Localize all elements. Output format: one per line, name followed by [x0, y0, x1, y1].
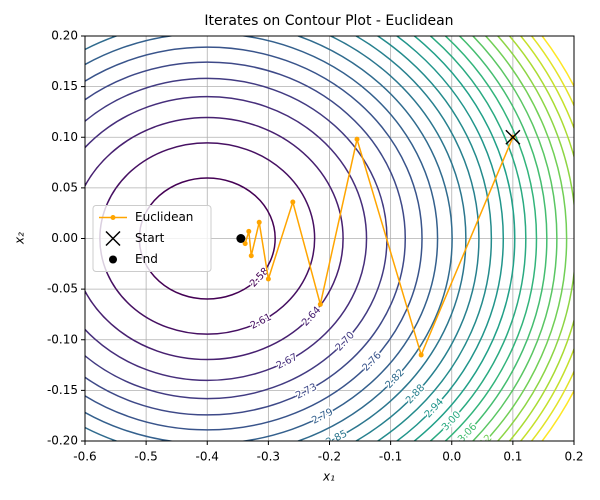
x-tick-label: -0.4 [196, 450, 219, 464]
contour-line [85, 36, 439, 441]
contour-label: 3.12 [471, 433, 494, 457]
x-tick-label: -0.1 [379, 450, 402, 464]
x-axis-label: x₁ [322, 470, 335, 484]
contour-line [444, 36, 538, 441]
contour-line [413, 36, 516, 441]
contour-line [85, 46, 423, 431]
x-tick-label: -0.5 [134, 450, 157, 464]
legend-label: End [135, 252, 158, 266]
contour-line [85, 36, 453, 441]
marker [256, 219, 262, 225]
y-tick-label: 0.20 [51, 29, 78, 43]
x-tick-label: -0.2 [318, 450, 341, 464]
contour-label: 2.97 [349, 466, 374, 486]
legend-marker [105, 230, 121, 247]
chart-title: Iterates on Contour Plot - Euclidean [204, 13, 453, 29]
y-tick-label: -0.10 [47, 332, 78, 346]
marker [505, 129, 521, 145]
contour-line [85, 61, 406, 416]
legend-box [92, 205, 212, 272]
x-tick-label: -0.6 [73, 450, 96, 464]
contour-line [471, 36, 558, 441]
x-tick-label: 0.0 [442, 450, 461, 464]
legend-marker [110, 215, 116, 220]
contour-line [458, 36, 548, 441]
marker [290, 199, 296, 205]
contour-line [85, 36, 467, 441]
y-tick-label: -0.20 [47, 434, 78, 448]
contour-line [85, 95, 368, 382]
contour-label: 3.03 [360, 483, 385, 500]
x-tick-label: 0.2 [564, 450, 583, 464]
y-tick-label: 0.10 [51, 130, 78, 144]
contour-line [395, 36, 504, 441]
y-tick-label: -0.05 [47, 282, 78, 296]
y-tick-label: 0.00 [51, 231, 78, 245]
marker [246, 228, 252, 234]
y-tick-label: 0.15 [51, 79, 78, 93]
x-tick-label: -0.3 [257, 450, 280, 464]
y-axis-label: x₂ [13, 232, 27, 245]
legend-marker [109, 255, 117, 264]
contour-line [85, 116, 344, 361]
legend-label: Euclidean [135, 210, 193, 224]
y-tick-label: -0.15 [47, 383, 78, 397]
marker [354, 136, 360, 142]
marker [317, 301, 323, 307]
contour-line [376, 36, 493, 441]
legend-label: Start [135, 231, 165, 245]
contour-line [354, 36, 480, 441]
marker [236, 234, 246, 243]
marker [248, 253, 254, 259]
contour-line [429, 36, 527, 441]
contour-line [484, 36, 568, 441]
marker [242, 241, 248, 247]
marker [265, 276, 271, 282]
y-tick-label: 0.05 [51, 180, 78, 194]
x-tick-label: 0.1 [503, 450, 522, 464]
marker [418, 352, 424, 358]
